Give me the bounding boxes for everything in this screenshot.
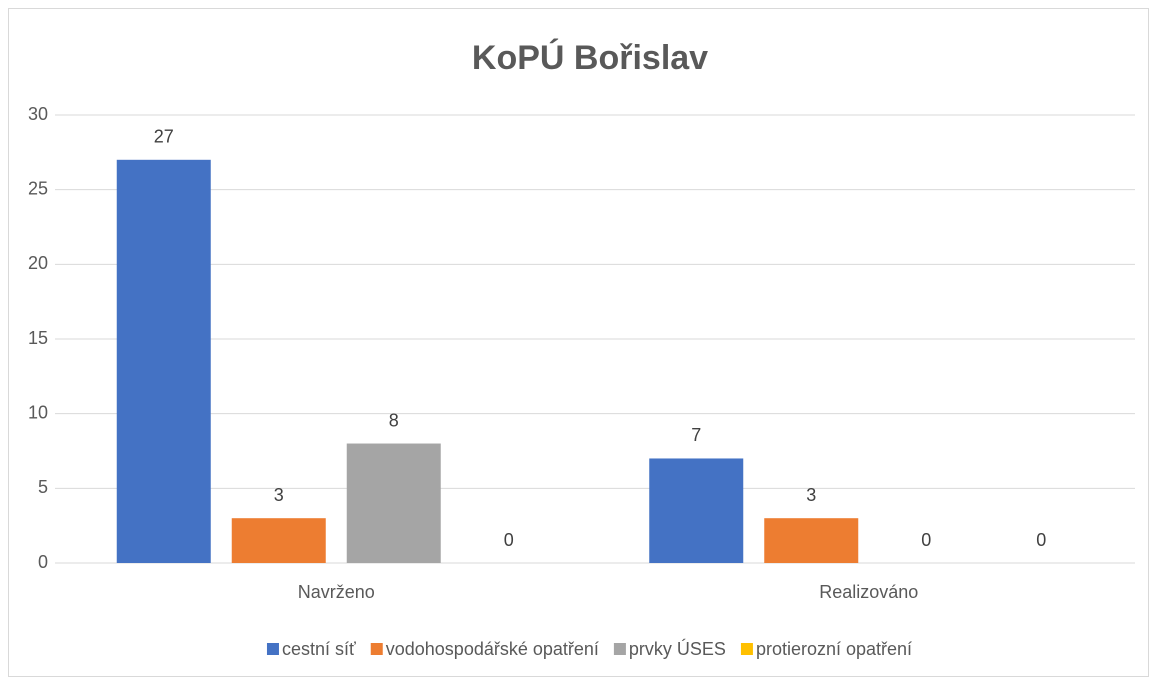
- data-label: 8: [389, 410, 399, 430]
- bar: [231, 518, 326, 563]
- y-tick-label: 10: [28, 402, 48, 422]
- y-tick-label: 5: [38, 477, 48, 497]
- x-tick-label: Realizováno: [819, 582, 918, 602]
- bar: [116, 159, 211, 564]
- chart-title: KoPÚ Bořislav: [472, 39, 708, 77]
- bar: [649, 458, 744, 563]
- legend-swatch: [370, 643, 383, 655]
- x-tick-label: Navrženo: [298, 582, 375, 602]
- legend-label: vodohospodářské opatření: [386, 639, 599, 659]
- y-tick-label: 0: [38, 552, 48, 572]
- legend-label: prvky ÚSES: [629, 638, 726, 659]
- y-tick-label: 15: [28, 328, 48, 348]
- data-label: 3: [806, 485, 816, 505]
- bar: [346, 443, 441, 563]
- y-tick-label: 20: [28, 253, 48, 273]
- data-label: 7: [691, 425, 701, 445]
- legend-swatch: [266, 643, 279, 655]
- legend-swatch: [740, 643, 753, 655]
- data-label: 0: [504, 530, 514, 550]
- legend-label: cestní síť: [282, 639, 356, 659]
- data-label: 0: [921, 530, 931, 550]
- data-label: 27: [154, 127, 174, 147]
- bar: [764, 518, 859, 563]
- data-label: 0: [1036, 530, 1046, 550]
- legend-swatch: [613, 643, 626, 655]
- legend-label: protierozní opatření: [756, 639, 912, 659]
- y-tick-label: 30: [28, 104, 48, 124]
- data-label: 3: [274, 485, 284, 505]
- y-tick-label: 25: [28, 178, 48, 198]
